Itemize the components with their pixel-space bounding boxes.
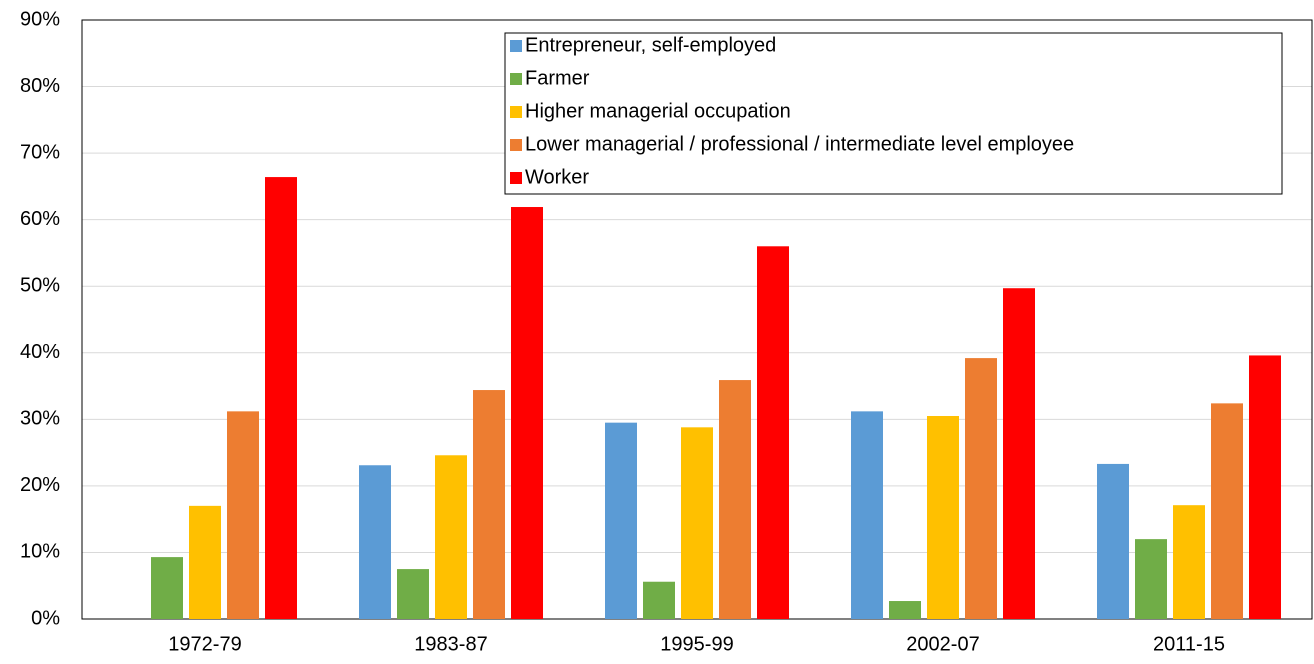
x-tick-label: 2011-15 <box>1153 633 1225 655</box>
legend-swatch <box>510 139 522 151</box>
bar <box>1135 539 1167 619</box>
bar <box>397 569 429 619</box>
bar <box>681 427 713 619</box>
bar <box>927 416 959 619</box>
x-tick-label: 1995-99 <box>660 633 733 655</box>
bar <box>151 557 183 619</box>
bar <box>1249 355 1281 619</box>
x-tick-label: 1972-79 <box>168 633 241 655</box>
y-tick-label: 10% <box>20 541 60 563</box>
bar <box>435 455 467 619</box>
y-tick-label: 80% <box>20 75 60 97</box>
legend-label: Lower managerial / professional / interm… <box>525 133 1074 155</box>
bar <box>889 601 921 619</box>
bar <box>1003 288 1035 619</box>
bar <box>189 505 221 619</box>
y-tick-label: 60% <box>20 208 60 230</box>
bar <box>719 380 751 619</box>
y-tick-label: 0% <box>31 607 60 629</box>
y-tick-label: 50% <box>20 275 60 297</box>
bar <box>757 246 789 620</box>
legend-swatch <box>510 106 522 118</box>
bar <box>265 177 297 619</box>
legend-box <box>504 32 1283 195</box>
bar <box>359 465 391 619</box>
bar <box>1211 403 1243 619</box>
legend-swatch <box>510 40 522 52</box>
legend-swatch <box>510 73 522 85</box>
bar <box>643 581 675 619</box>
legend-label: Entrepreneur, self-employed <box>525 34 776 56</box>
bar <box>1097 463 1129 619</box>
x-tick-label: 1983-87 <box>414 633 487 655</box>
bar <box>227 411 259 619</box>
y-tick-label: 20% <box>20 474 60 496</box>
y-tick-label: 90% <box>20 8 60 30</box>
legend-swatch <box>510 172 522 184</box>
bar <box>965 358 997 619</box>
bar <box>511 207 543 619</box>
y-tick-label: 70% <box>20 141 60 163</box>
bar <box>605 422 637 619</box>
bar <box>851 411 883 619</box>
legend-label: Worker <box>525 166 589 188</box>
bar <box>1173 505 1205 619</box>
y-tick-label: 30% <box>20 408 60 430</box>
legend-label: Higher managerial occupation <box>525 100 791 122</box>
bar <box>473 390 505 619</box>
legend-label: Farmer <box>525 67 590 89</box>
y-tick-label: 40% <box>20 341 60 363</box>
x-tick-label: 2002-07 <box>906 633 979 655</box>
